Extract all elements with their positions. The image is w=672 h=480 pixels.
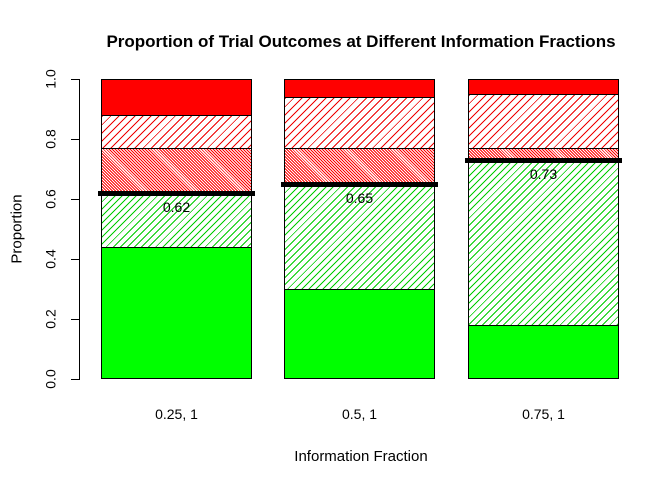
x-category-label: 0.5, 1 xyxy=(341,406,378,422)
bar-segment-solid-green-outcome xyxy=(284,289,435,379)
bar-group xyxy=(468,79,619,379)
x-category-label: 0.25, 1 xyxy=(155,406,198,422)
x-axis-title: Information Fraction xyxy=(294,448,428,465)
threshold-line xyxy=(281,182,438,187)
threshold-line xyxy=(465,158,622,163)
y-tick xyxy=(71,79,79,80)
y-tick xyxy=(71,259,79,260)
bar-segment-green-hatched-outcome xyxy=(468,160,619,325)
threshold-label: 0.62 xyxy=(162,199,191,215)
threshold-line xyxy=(98,191,255,196)
y-tick-label-text: 1.0 xyxy=(42,69,59,89)
y-tick-label-text: 0.4 xyxy=(42,249,59,269)
bar-segment-red-dense-hatched-outcome xyxy=(101,148,252,193)
y-tick-label-text: 0.0 xyxy=(42,369,59,389)
bar-segment-red-hatched-outcome xyxy=(468,94,619,148)
bar-segment-solid-red-outcome xyxy=(468,79,619,94)
threshold-label: 0.65 xyxy=(345,190,374,206)
bar-group xyxy=(284,79,435,379)
bar-group xyxy=(101,79,252,379)
bar-segment-red-dense-hatched-outcome xyxy=(468,148,619,160)
chart-title: Proportion of Trial Outcomes at Differen… xyxy=(106,32,616,51)
y-tick-label-text: 0.6 xyxy=(42,189,59,209)
y-tick-label-text: 0.8 xyxy=(42,129,59,149)
bar-segment-green-hatched-outcome xyxy=(284,184,435,289)
bar-segment-solid-red-outcome xyxy=(284,79,435,97)
bar-segment-red-hatched-outcome xyxy=(284,97,435,148)
bar-segment-solid-green-outcome xyxy=(101,247,252,379)
y-axis-title-text: Proportion xyxy=(8,194,26,264)
y-axis-line xyxy=(79,79,80,380)
threshold-label: 0.73 xyxy=(529,166,558,182)
y-tick xyxy=(71,199,79,200)
bar-segment-red-hatched-outcome xyxy=(101,115,252,148)
bar-segment-green-hatched-outcome xyxy=(101,193,252,247)
x-category-label: 0.75, 1 xyxy=(522,406,565,422)
y-tick xyxy=(71,319,79,320)
bar-segment-red-dense-hatched-outcome xyxy=(284,148,435,184)
bar-segment-solid-red-outcome xyxy=(101,79,252,115)
y-tick xyxy=(71,139,79,140)
y-tick xyxy=(71,379,79,380)
bar-segment-solid-green-outcome xyxy=(468,325,619,379)
y-tick-label-text: 0.2 xyxy=(42,309,59,329)
